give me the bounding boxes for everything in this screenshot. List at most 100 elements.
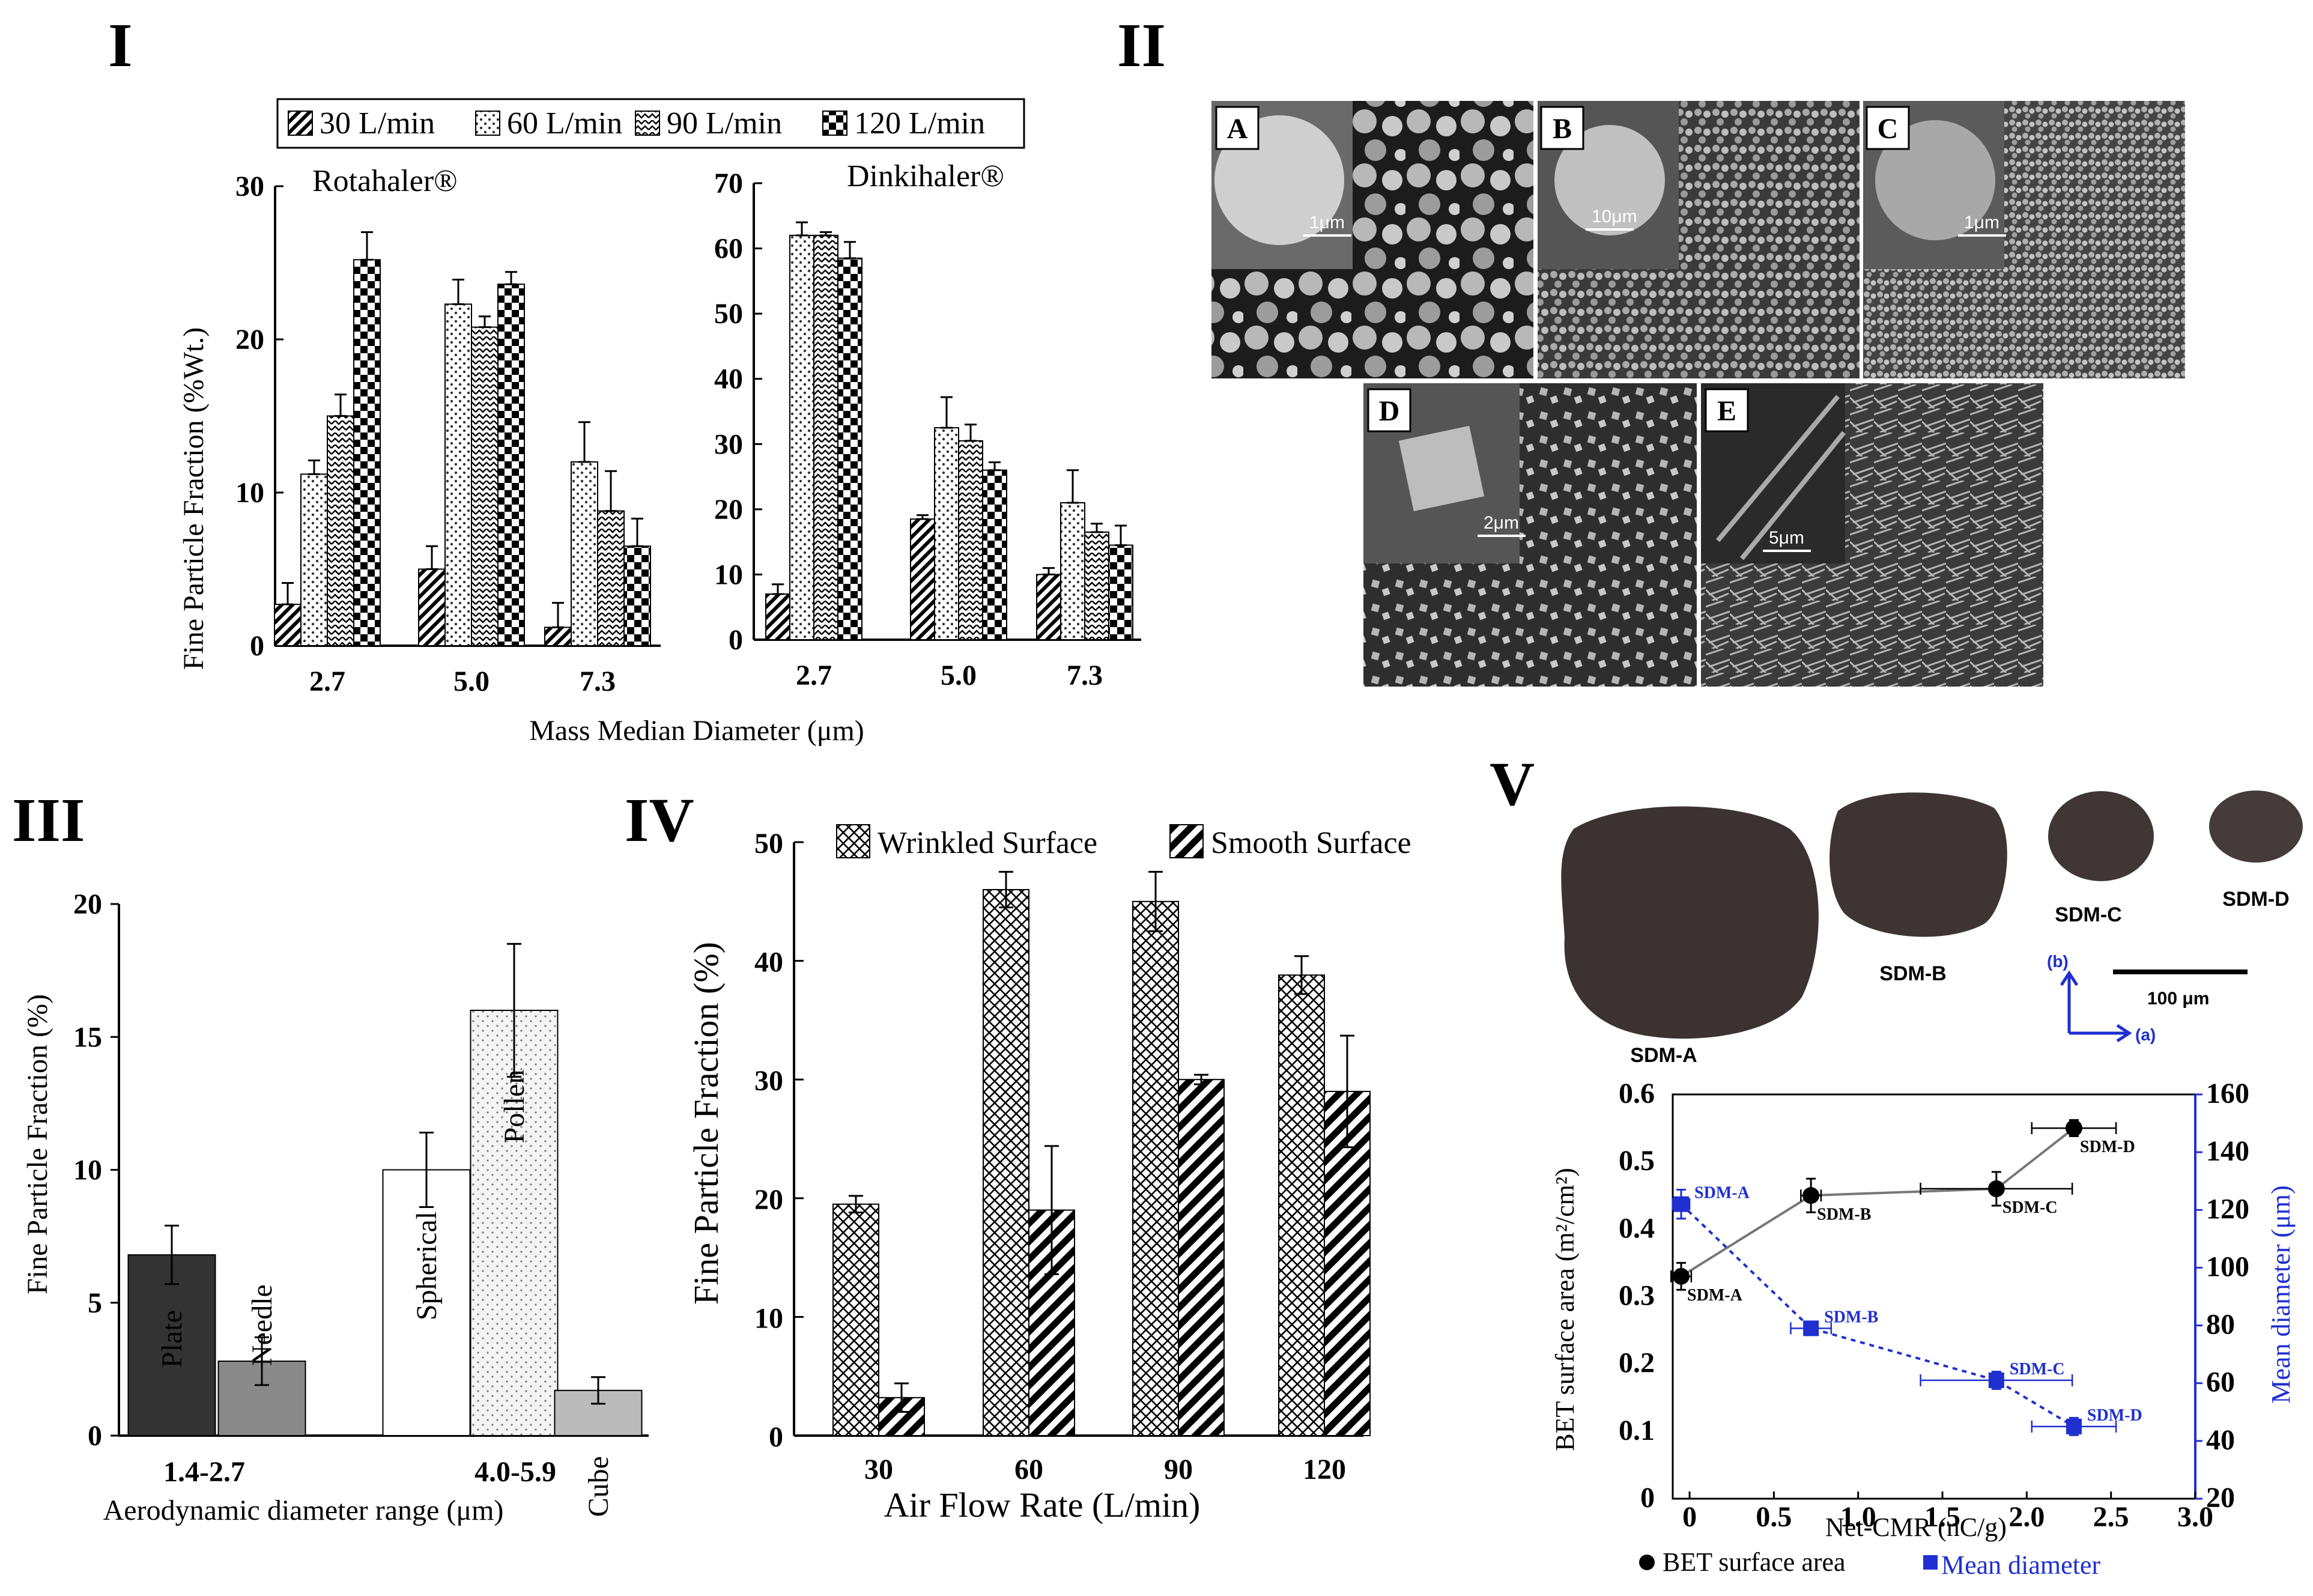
error-bar-2-1 (1067, 469, 1079, 504)
error-bar-0-2 (335, 393, 347, 417)
panel-I-x-label: Mass Median Diameter (μm) (529, 715, 864, 747)
panel-III-chart: Fine Particle Fraction (%) Aerodynamic d… (22, 888, 649, 1526)
marker-bet-2 (1987, 1180, 2005, 1198)
marker-bet-1 (1802, 1187, 1820, 1204)
error-bar-2-1 (1194, 1073, 1208, 1085)
legend-marker-mean-diameter (1923, 1555, 1938, 1570)
x-tick-label: 3.0 (2177, 1501, 2213, 1533)
y-tick-label: 0 (769, 1421, 783, 1453)
point-label-mean-0: SDM-A (1694, 1184, 1750, 1203)
legend-label-1: 60 L/min (507, 106, 622, 141)
series-line-1 (1680, 1203, 2075, 1428)
y-tick-label: 20 (714, 494, 743, 526)
x-tick-label: 2.0 (2008, 1501, 2045, 1533)
error-bar-0-2 (820, 231, 832, 237)
error-bar-2-0 (552, 602, 564, 628)
panel-IV-y-label: Fine Particle Fraction (%) (687, 942, 726, 1305)
legend-label-2: 90 L/min (667, 106, 782, 141)
image-letter-box-A (1215, 106, 1260, 150)
photo-label-SDM-D: SDM-D (2222, 888, 2289, 911)
error-bar-2-2 (1091, 523, 1103, 533)
legend-swatch-0 (288, 111, 313, 136)
photo-scale-label: 100 μm (2147, 989, 2209, 1009)
bar-3-1 (1324, 1090, 1371, 1436)
image-letter-C: C (1878, 113, 1899, 145)
point-label-bet-3: SDM-D (2080, 1138, 2135, 1156)
x-tick-label: 1.0 (1840, 1501, 1876, 1533)
panel-III-plot: 0 5 10 15 20 Plate Needle Spherical Pollen Cube 1.… (73, 888, 649, 1517)
error-bar-2-3 (1115, 524, 1127, 547)
y-tick-label: 40 (714, 363, 743, 395)
y-right-tick-label: 120 (2206, 1193, 2249, 1225)
error-bar-0-3 (844, 241, 856, 259)
error-bar-3-1 (1340, 1034, 1354, 1148)
panel-V-figure: SDM-A SDM-B SDM-C SDM-D 100 μm (b) (a) BET … (1550, 790, 2303, 1580)
scale-text-C: 1μm (1964, 213, 1999, 232)
bar-1-3 (497, 284, 525, 646)
y-tick-label: 20 (73, 888, 102, 920)
y-left-tick-label: 0.5 (1619, 1145, 1655, 1177)
error-bar-0-3 (361, 231, 373, 261)
photo-label-SDM-C: SDM-C (2055, 903, 2121, 926)
particle-photo-SDM-A (1561, 806, 1819, 1039)
panel-label-II: II (1117, 11, 1166, 80)
bar-0-3 (837, 257, 862, 641)
y-tick-label: 30 (235, 171, 264, 202)
point-label-mean-1: SDM-B (1824, 1308, 1878, 1326)
bar-0-0 (832, 1203, 879, 1437)
y-right-tick-label: 20 (2206, 1482, 2235, 1514)
y-left-tick-label: 0.1 (1619, 1415, 1655, 1446)
image-letter-B: B (1553, 113, 1572, 145)
legend-label-3: 120 L/min (854, 106, 985, 141)
y-tick-label: 5 (88, 1287, 102, 1319)
marker-bet-0 (1673, 1267, 1690, 1285)
y-tick-label: 10 (235, 477, 264, 509)
bar-2-0 (544, 627, 572, 647)
y-left-tick-label: 0.4 (1619, 1212, 1655, 1244)
bar-2-0 (1132, 900, 1179, 1437)
panel-V-y-label-left: BET surface area (m²/cm²) (1550, 1168, 1580, 1451)
legend-swatch-3 (822, 111, 847, 136)
bar-2-3 (1108, 544, 1133, 640)
error-bar-2-0 (1043, 567, 1055, 575)
legend-swatch-1 (1169, 824, 1204, 858)
x-tick-label: 1.5 (1924, 1501, 1960, 1533)
y-tick-label: 20 (754, 1184, 783, 1216)
x-tick-label: 60 (1014, 1454, 1043, 1485)
point-label-mean-3: SDM-D (2087, 1406, 2142, 1425)
bar-label-spherical: Spherical (411, 1212, 443, 1320)
panel-III-x-label: Aerodynamic diameter range (μm) (103, 1494, 504, 1526)
y-tick-label: 10 (714, 559, 743, 590)
y-tick-label: 50 (714, 298, 743, 330)
particle-photo-SDM-C (2048, 791, 2154, 881)
error-bar-1-0 (917, 514, 929, 520)
error-bar-1-0 (426, 545, 438, 570)
sem-particle-B (1554, 125, 1665, 235)
error-bar-0-0 (772, 583, 784, 595)
panel-II-micrographs: A 1μm B 10μm C 1μm D 2μm E 5μm (1211, 101, 2185, 687)
legend-swatch-2 (635, 111, 660, 136)
y-tick-label: 0 (250, 630, 264, 662)
bar-label-plate: Plate (156, 1310, 188, 1368)
panel-V-plot: 0 0.5 1.0 1.5 2.0 2.5 3.0 0 0.1 0.2 0.3 0.4 0.5 0.6 20… (1619, 1078, 2249, 1533)
bar-2-1 (571, 461, 598, 646)
scale-text-D: 2μm (1484, 513, 1519, 533)
y-left-tick-label: 0.2 (1619, 1347, 1655, 1379)
error-bar-needle (255, 1336, 269, 1386)
panel-label-IV: IV (625, 786, 694, 855)
panel-I-subtitle-rotahaler: Rotahaler® (312, 164, 458, 198)
bar-0-1 (300, 473, 328, 647)
error-bar-spherical (419, 1132, 434, 1208)
error-bar-0-1 (894, 1382, 909, 1413)
bar-1-1 (444, 303, 472, 647)
bar-2-2 (597, 510, 625, 646)
x-tick-label: 2.5 (2093, 1501, 2129, 1533)
panel-V-x-label: Net-CMR (nC/g) (1825, 1513, 2007, 1542)
error-bar-1-2 (965, 423, 977, 442)
panel-label-V: V (1490, 750, 1535, 819)
bar-spherical (382, 1169, 471, 1436)
sem-needle-E (1715, 395, 1846, 560)
x-tick-label: 7.3 (1067, 660, 1103, 691)
y-right-tick-label: 140 (2206, 1135, 2249, 1167)
bar-0-3 (353, 259, 381, 646)
